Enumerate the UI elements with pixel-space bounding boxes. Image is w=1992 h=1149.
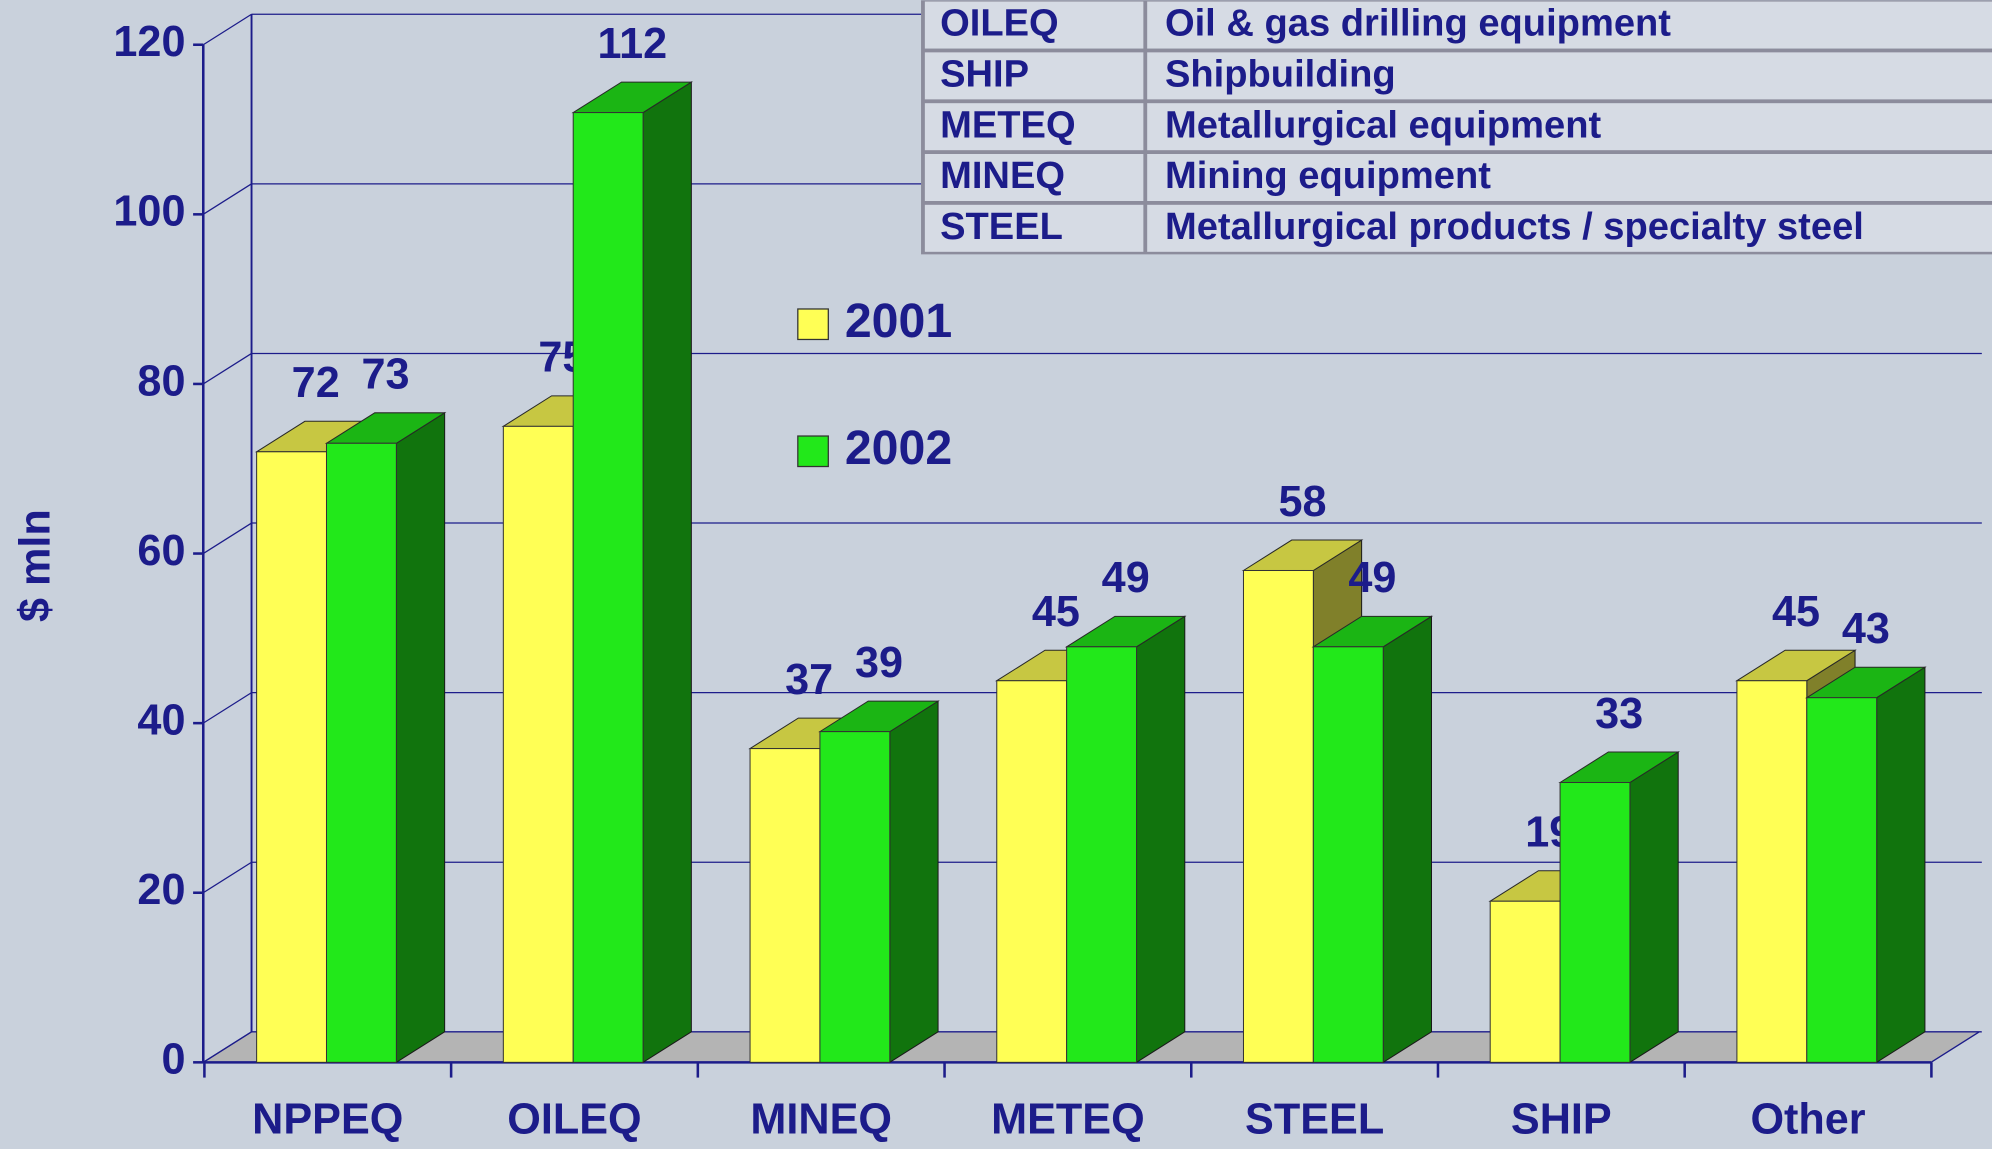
glossary-cell [924,204,1144,252]
y-tick-label: 20 [137,866,185,914]
y-tick-label: 60 [137,527,185,575]
value-label: 73 [362,351,410,399]
bar [749,748,821,1063]
glossary-code: STEEL [940,206,1063,248]
legend-swatch [797,435,829,468]
y-axis-label: $ mln [12,509,60,622]
value-label: 39 [855,639,903,687]
glossary-description: Metallurgical equipment [1165,104,1602,146]
bar [1066,646,1138,1063]
grid-line [202,183,252,215]
glossary-cell [924,153,1144,201]
legend-label: 2001 [845,294,952,348]
bar [996,680,1068,1063]
grid-line [202,692,252,724]
glossary-cell [1147,1,1992,49]
legend-swatch [797,308,829,341]
bar [1312,646,1384,1063]
glossary-cell [1147,52,1992,100]
glossary-cell [1147,153,1992,201]
bar-side [1382,615,1433,1064]
value-label: 49 [1102,554,1150,602]
bar-side [1135,615,1186,1064]
glossary-code: METEQ [940,104,1076,146]
y-tick-label: 100 [113,188,185,236]
x-tick-label: METEQ [991,1095,1145,1143]
value-label: 45 [1032,588,1080,636]
grid-line [202,1031,252,1063]
bar [1736,680,1808,1063]
glossary-description: Mining equipment [1165,155,1491,197]
value-label: 43 [1842,605,1890,653]
legend: 2001 2002 [797,294,952,475]
y-tick-label: 40 [137,697,185,745]
y-tick-label: 120 [113,18,185,66]
x-tick-label: NPPEQ [252,1095,403,1143]
y-tick-label: 80 [137,357,185,405]
x-tick-label: SHIP [1511,1095,1612,1143]
x-tick-label: OILEQ [507,1095,641,1143]
glossary-description: Oil & gas drilling equipment [1165,3,1671,45]
bar [572,112,644,1063]
bar [1242,569,1314,1063]
bar [325,442,397,1063]
glossary-code: SHIP [940,54,1029,96]
bar [1806,697,1878,1063]
legend-label: 2002 [845,421,952,475]
glossary: OILEQ Oil & gas drilling equipment SHIP Shi… [921,0,1992,255]
bar [256,451,328,1063]
bar-side [889,700,939,1064]
value-label: 33 [1595,690,1643,738]
value-label: 49 [1348,554,1396,602]
bar-side [642,81,692,1064]
glossary-description: Metallurgical products / specialty steel [1165,206,1864,248]
value-label: 45 [1772,588,1820,636]
grid-line [202,13,252,46]
glossary-description: Shipbuilding [1165,54,1396,96]
grid-line [202,352,252,385]
bar [1559,781,1631,1063]
bar [1489,900,1561,1063]
x-tick-label: STEEL [1245,1095,1384,1143]
bar-side [395,411,446,1064]
bar-side [1629,751,1679,1064]
value-label: 37 [785,656,833,704]
bar [819,731,891,1063]
glossary-code: OILEQ [940,3,1059,45]
y-tick-label: 0 [161,1036,185,1084]
grid-line [202,522,252,555]
value-label: 72 [292,359,340,407]
bar [502,425,574,1063]
glossary-cell [1147,103,1992,151]
glossary-code: MINEQ [940,155,1065,197]
glossary-cell [924,103,1144,151]
x-tick-label: MINEQ [750,1095,892,1143]
x-tick-label: Other [1750,1095,1865,1143]
glossary-cell [924,1,1144,49]
bar-side [1876,666,1926,1064]
grid-line [202,861,252,894]
glossary-cell [1147,204,1992,252]
value-label: 58 [1279,478,1327,526]
value-label: 112 [597,20,667,68]
glossary-cell [924,52,1144,100]
